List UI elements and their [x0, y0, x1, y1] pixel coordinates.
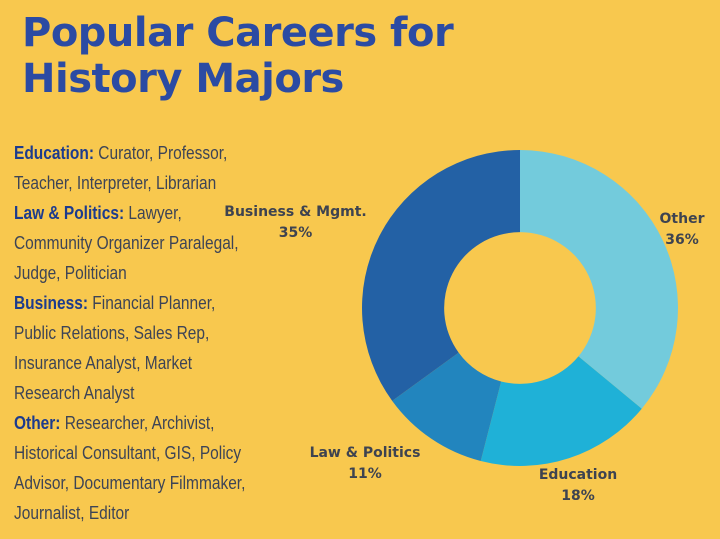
chart-label-name: Law & Politics — [309, 445, 421, 461]
career-item-other: Other: Researcher, Archivist, Historical… — [14, 408, 262, 528]
donut-slice-other — [520, 150, 678, 409]
page-title-line-2: History Majors — [22, 56, 344, 102]
chart-label-education: Education 18% — [508, 465, 648, 507]
chart-label-other: Other 36% — [632, 209, 720, 251]
donut-slice-education — [480, 356, 642, 467]
career-roles-text: Financial Planner, Public Relations, Sal… — [14, 293, 216, 403]
donut-chart — [360, 148, 680, 468]
careers-list: Education: Curator, Professor, Teacher, … — [14, 138, 262, 528]
donut-slice-law-politics — [392, 352, 502, 462]
chart-label-law-politics: Law & Politics 11% — [290, 443, 440, 485]
career-roles-text: Researcher, Archivist, Historical Consul… — [14, 413, 246, 523]
career-roles-text: Lawyer, Community Organizer Paralegal, J… — [14, 203, 239, 283]
chart-label-name: Other — [659, 211, 705, 227]
donut-slice-business-mgmt — [362, 150, 520, 401]
career-roles-text: Curator, Professor, Teacher, Interpreter… — [14, 143, 228, 193]
career-item-law-politics: Law & Politics: Lawyer, Community Organi… — [14, 198, 262, 288]
career-category-label: Education: — [14, 143, 94, 163]
donut-chart-svg — [362, 150, 678, 467]
chart-label-business-mgmt: Business & Mgmt. 35% — [213, 202, 378, 244]
page-title: Popular Careers for History Majors — [22, 10, 454, 102]
chart-label-value: 35% — [278, 225, 313, 241]
career-category-label: Law & Politics: — [14, 203, 125, 223]
chart-label-value: 36% — [665, 232, 699, 248]
chart-label-value: 11% — [348, 466, 382, 482]
career-item-business: Business: Financial Planner, Public Rela… — [14, 288, 262, 408]
career-category-label: Business: — [14, 293, 88, 313]
page-title-line-1: Popular Careers for — [22, 10, 454, 56]
chart-label-name: Education — [538, 467, 618, 483]
career-item-education: Education: Curator, Professor, Teacher, … — [14, 138, 262, 198]
chart-label-name: Business & Mgmt. — [224, 204, 367, 220]
career-category-label: Other: — [14, 413, 61, 433]
chart-label-value: 18% — [561, 488, 595, 504]
